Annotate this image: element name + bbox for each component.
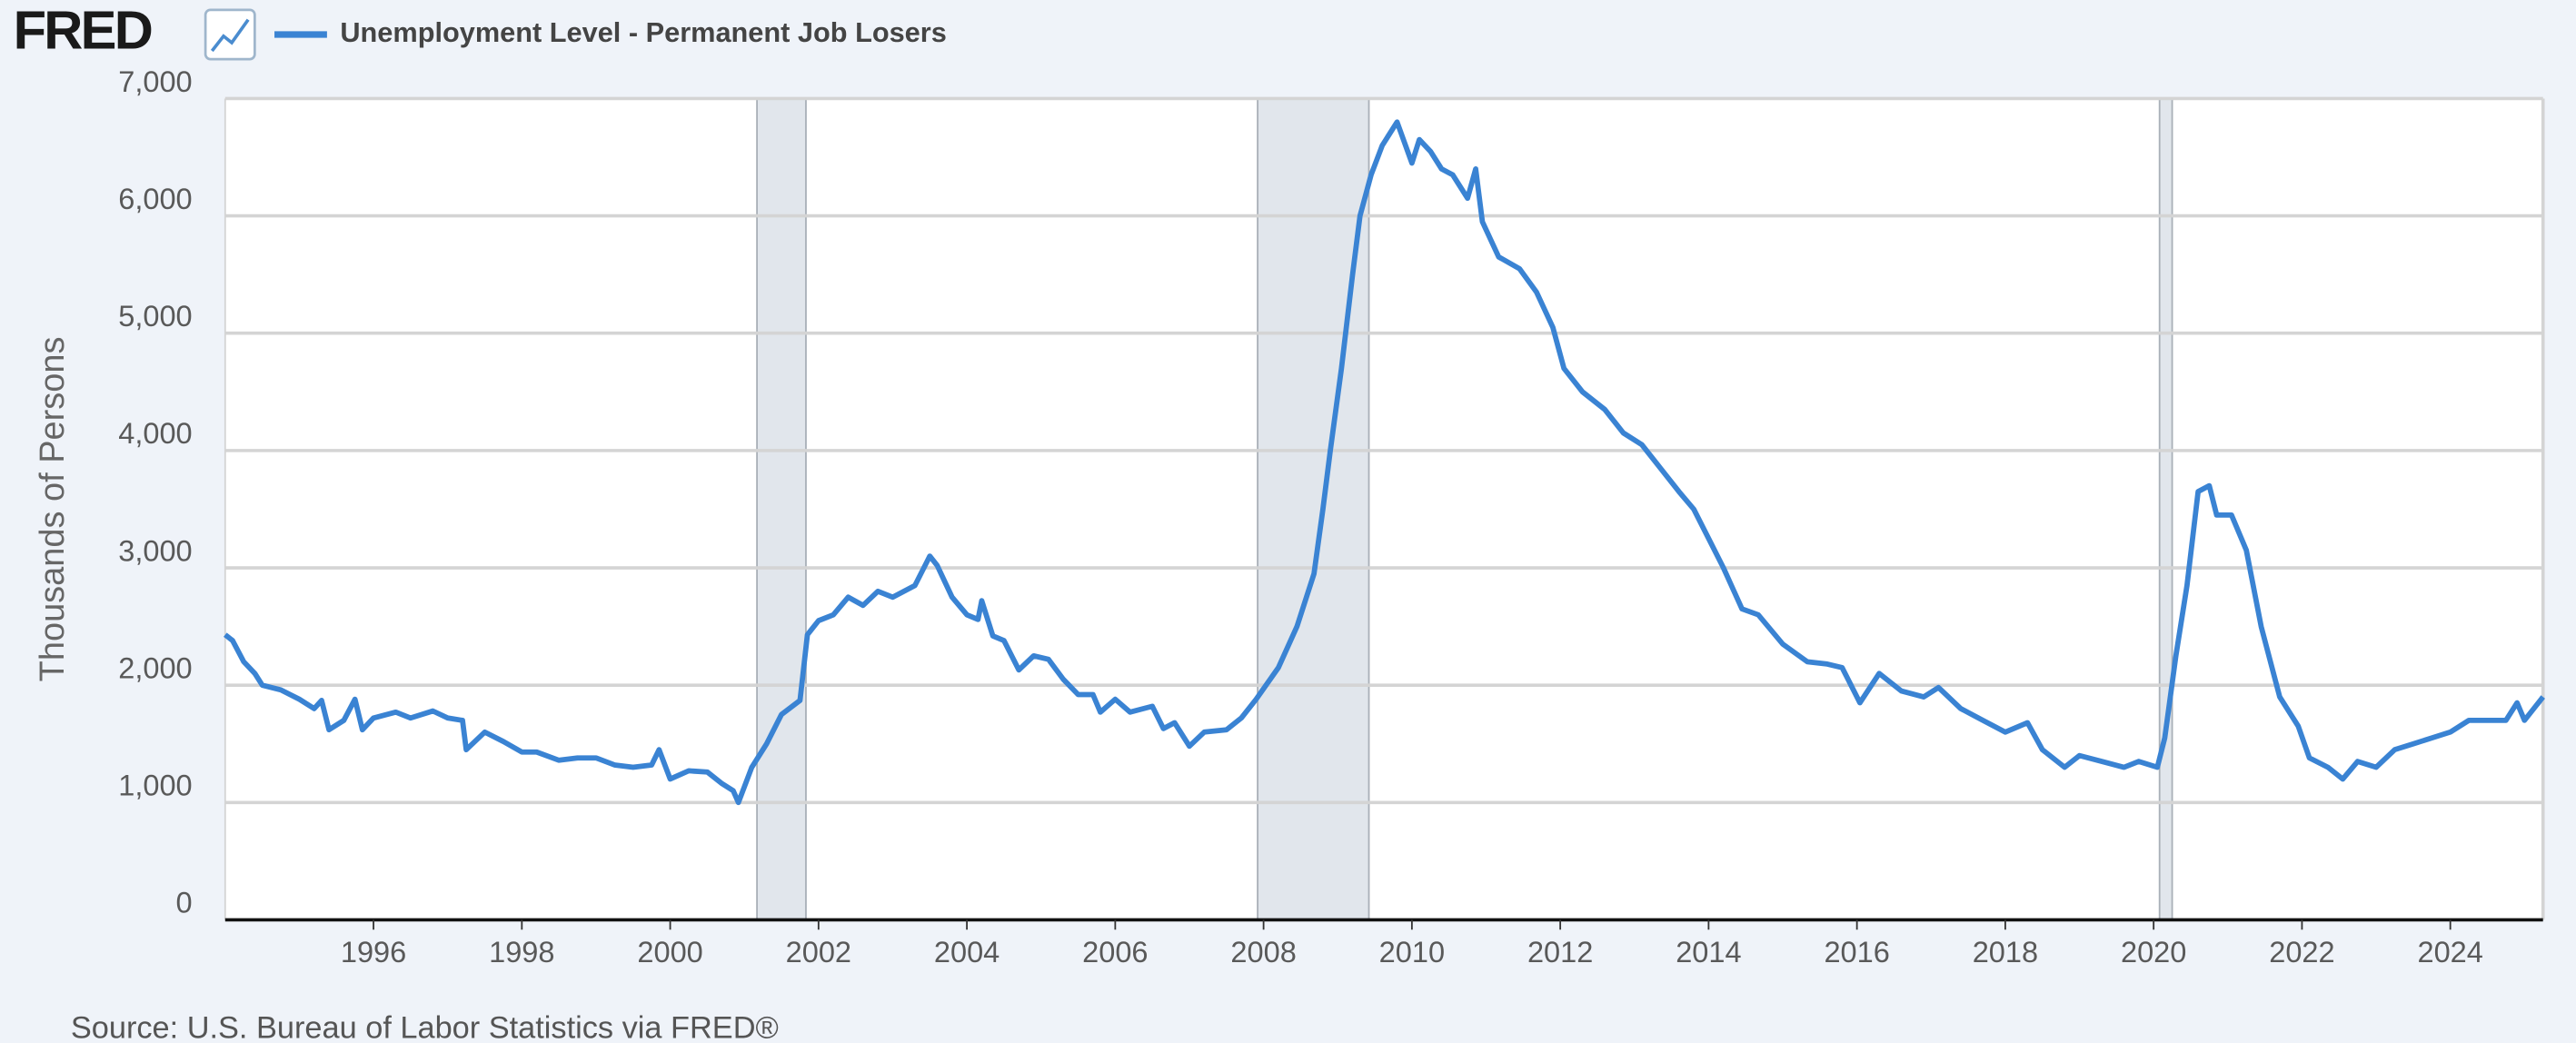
x-tick-label: 2000 — [637, 936, 702, 968]
y-tick-label: 6,000 — [118, 183, 192, 215]
plot-area — [224, 98, 2543, 920]
recession-band — [756, 97, 807, 921]
x-tick-label: 2012 — [1527, 936, 1593, 968]
x-tick-label: 2014 — [1676, 936, 1741, 968]
x-tick-label: 2024 — [2417, 936, 2482, 968]
x-tick-label: 2006 — [1082, 936, 1148, 968]
y-tick-label: 5,000 — [118, 300, 192, 333]
source: Source: U.S. Bureau of Labor Statistics … — [71, 1011, 779, 1043]
y-tick-label: 2,000 — [118, 651, 192, 684]
x-tick-label: 2002 — [786, 936, 851, 968]
x-tick-label: 2008 — [1230, 936, 1296, 968]
y-tick-label: 3,000 — [118, 534, 192, 567]
x-tick-label: 2022 — [2269, 936, 2334, 968]
y-tick-label: 1,000 — [118, 770, 192, 802]
y-axis-label: Thousands of Persons — [34, 337, 72, 682]
series-line — [224, 119, 2545, 806]
legend-label: Unemployment Level - Permanent Job Loser… — [340, 16, 946, 48]
x-tick-label: 2004 — [934, 936, 1000, 968]
x-tick-label: 2020 — [2121, 936, 2186, 968]
logo: FRED — [14, 0, 152, 61]
x-tick-label: 2010 — [1379, 936, 1445, 968]
y-tick-label: 7,000 — [118, 65, 192, 98]
y-tick-label: 0 — [176, 887, 193, 919]
y-tick-label: 4,000 — [118, 417, 192, 450]
x-tick-label: 2016 — [1824, 936, 1889, 968]
recession-band — [2158, 97, 2173, 921]
x-tick-label: 1996 — [341, 936, 406, 968]
logo-icon — [204, 8, 256, 61]
x-tick-label: 2018 — [1973, 936, 2038, 968]
x-tick-label: 1998 — [489, 936, 554, 968]
recession-band — [1257, 97, 1370, 921]
